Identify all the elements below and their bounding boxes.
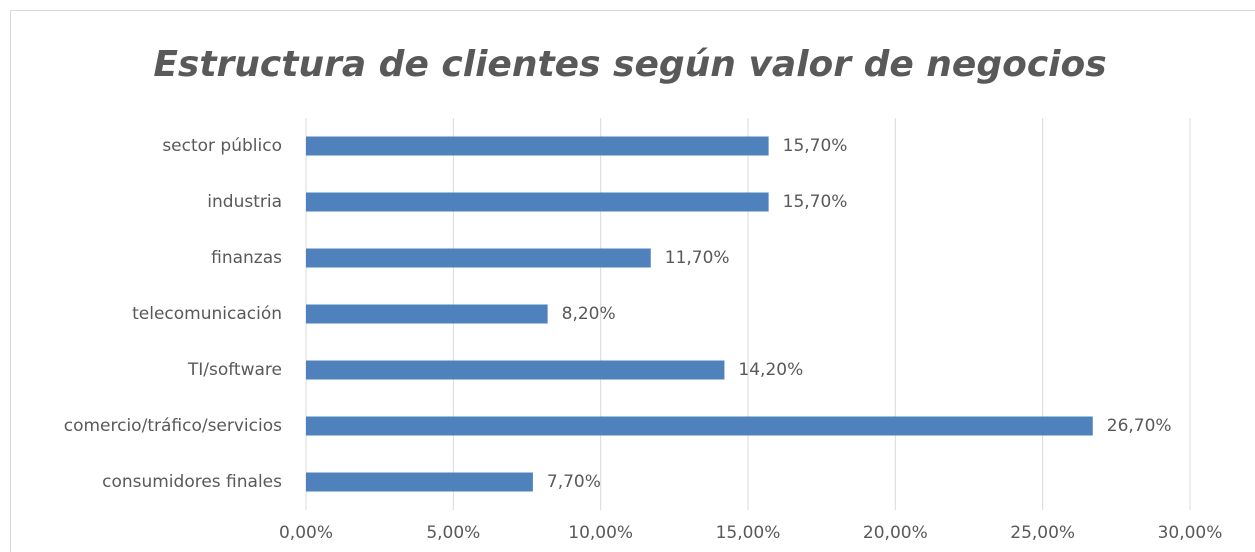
bar [306,472,533,492]
data-label: 15,70% [783,192,848,212]
bar [306,416,1093,436]
data-label: 15,70% [783,136,848,156]
y-tick-label: sector público [162,136,282,156]
data-label: 8,20% [562,304,616,324]
data-label: 26,70% [1107,416,1172,436]
chart-frame [10,10,1255,552]
bar [306,136,769,156]
x-tick-label: 15,00% [716,523,781,543]
data-label: 11,70% [665,248,730,268]
x-tick-label: 0,00% [279,523,333,543]
chart-title: Estructura de clientes según valor de ne… [153,44,1106,85]
x-tick-label: 25,00% [1010,523,1075,543]
x-tick-label: 5,00% [426,523,480,543]
bar [306,360,725,380]
bar [306,192,769,212]
x-tick-label: 30,00% [1158,523,1223,543]
bar [306,248,651,268]
x-tick-label: 10,00% [568,523,633,543]
y-tick-label: TI/software [187,360,282,380]
bar [306,304,548,324]
y-tick-label: telecomunicación [132,304,282,324]
y-tick-label: finanzas [211,248,282,268]
y-tick-label: comercio/tráfico/servicios [64,416,282,436]
y-tick-label: consumidores finales [102,472,282,492]
data-label: 14,20% [738,360,803,380]
y-tick-label: industria [207,192,282,212]
data-label: 7,70% [547,472,601,492]
x-tick-label: 20,00% [863,523,928,543]
